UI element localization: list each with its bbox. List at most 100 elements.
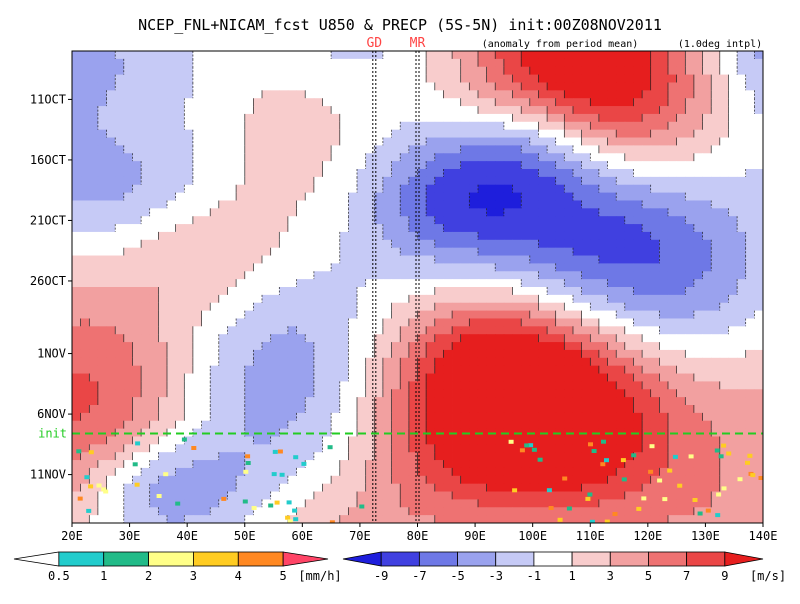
field-cell	[599, 358, 608, 366]
field-cell	[124, 177, 133, 185]
field-cell	[115, 90, 124, 98]
field-cell	[703, 130, 712, 138]
field-cell	[262, 303, 271, 311]
field-cell	[150, 405, 159, 413]
field-cell	[305, 476, 314, 484]
field-cell	[642, 358, 651, 366]
field-cell	[210, 98, 219, 106]
field-cell	[322, 216, 331, 224]
field-cell	[184, 177, 193, 185]
field-cell	[608, 248, 617, 256]
field-cell	[124, 413, 133, 421]
field-cell	[331, 318, 340, 326]
field-cell	[694, 216, 703, 224]
field-cell	[616, 444, 625, 452]
field-cell	[141, 122, 150, 130]
field-cell	[426, 216, 435, 224]
field-cell	[538, 67, 547, 75]
field-cell	[150, 169, 159, 177]
field-cell	[400, 106, 409, 114]
field-cell	[98, 334, 107, 342]
field-cell	[521, 90, 530, 98]
field-cell	[141, 145, 150, 153]
field-cell	[348, 287, 357, 295]
field-cell	[409, 350, 418, 358]
field-cell	[668, 263, 677, 271]
field-cell	[556, 484, 565, 492]
field-cell	[89, 153, 98, 161]
field-cell	[677, 492, 686, 500]
field-cell	[305, 436, 314, 444]
field-cell	[564, 114, 573, 122]
field-cell	[556, 311, 565, 319]
field-cell	[573, 169, 582, 177]
field-cell	[331, 499, 340, 507]
field-cell	[469, 232, 478, 240]
field-cell	[124, 90, 133, 98]
field-cell	[677, 153, 686, 161]
field-cell	[504, 421, 513, 429]
field-cell	[262, 256, 271, 264]
field-cell	[227, 287, 236, 295]
field-cell	[322, 460, 331, 468]
field-cell	[279, 90, 288, 98]
field-cell	[582, 381, 591, 389]
field-cell	[703, 256, 712, 264]
field-cell	[728, 515, 737, 523]
field-cell	[495, 67, 504, 75]
field-cell	[625, 436, 634, 444]
field-cell	[392, 114, 401, 122]
field-cell	[158, 271, 167, 279]
field-cell	[426, 374, 435, 382]
field-cell	[461, 98, 470, 106]
field-cell	[236, 515, 245, 523]
field-cell	[538, 492, 547, 500]
field-cell	[659, 59, 668, 67]
field-cell	[556, 342, 565, 350]
field-cell	[521, 256, 530, 264]
field-cell	[141, 318, 150, 326]
field-cell	[409, 138, 418, 146]
field-cell	[107, 51, 116, 59]
field-cell	[72, 200, 81, 208]
field-cell	[262, 75, 271, 83]
field-cell	[115, 358, 124, 366]
field-cell	[202, 232, 211, 240]
field-cell	[297, 405, 306, 413]
field-cell	[184, 334, 193, 342]
field-cell	[253, 350, 262, 358]
field-cell	[677, 240, 686, 248]
field-cell	[366, 397, 375, 405]
field-cell	[202, 98, 211, 106]
field-cell	[746, 295, 755, 303]
field-cell	[461, 507, 470, 515]
field-cell	[608, 499, 617, 507]
field-cell	[504, 342, 513, 350]
field-cell	[452, 287, 461, 295]
field-cell	[227, 381, 236, 389]
field-cell	[366, 366, 375, 374]
field-cell	[694, 311, 703, 319]
field-cell	[132, 263, 141, 271]
field-cell	[703, 444, 712, 452]
field-cell	[538, 311, 547, 319]
field-cell	[720, 350, 729, 358]
field-cell	[608, 436, 617, 444]
field-cell	[651, 130, 660, 138]
field-cell	[227, 232, 236, 240]
field-cell	[167, 389, 176, 397]
field-cell	[668, 153, 677, 161]
field-cell	[366, 59, 375, 67]
field-cell	[89, 224, 98, 232]
field-cell	[720, 436, 729, 444]
field-cell	[616, 75, 625, 83]
field-cell	[245, 381, 254, 389]
field-cell	[487, 193, 496, 201]
field-cell	[599, 413, 608, 421]
field-cell	[150, 460, 159, 468]
field-cell	[694, 130, 703, 138]
field-cell	[513, 90, 522, 98]
field-cell	[314, 169, 323, 177]
field-cell	[728, 145, 737, 153]
field-cell	[513, 436, 522, 444]
